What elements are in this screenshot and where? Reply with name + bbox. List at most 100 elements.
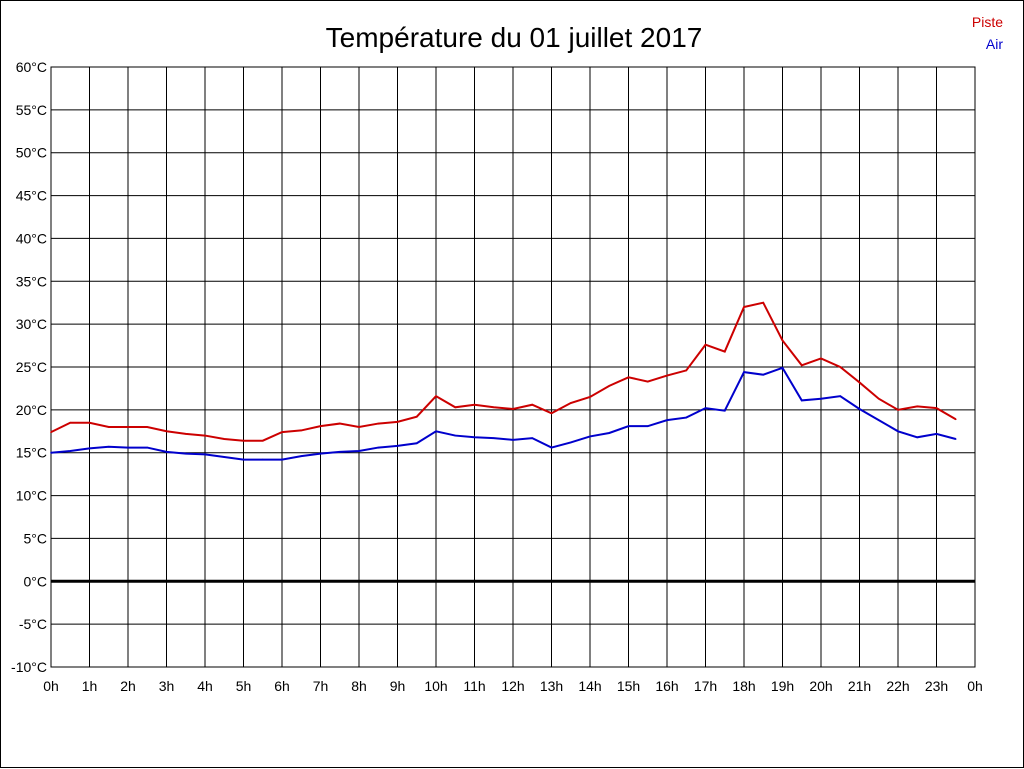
data-point-piste bbox=[743, 306, 745, 308]
data-point-piste bbox=[512, 408, 514, 410]
data-point-air bbox=[550, 446, 553, 449]
data-point-air bbox=[666, 419, 668, 421]
plot-border bbox=[50, 66, 976, 668]
x-tick-label: 8h bbox=[351, 678, 367, 694]
data-point-piste bbox=[473, 403, 476, 406]
data-point-piste bbox=[396, 421, 399, 423]
data-point-air bbox=[935, 433, 938, 435]
chart-title: Température du 01 juillet 2017 bbox=[326, 22, 703, 53]
data-point-piste bbox=[300, 429, 303, 432]
x-tick-label: 10h bbox=[424, 678, 447, 694]
data-point-piste bbox=[820, 357, 822, 360]
x-tick-label: 12h bbox=[501, 678, 524, 694]
x-tick-label: 18h bbox=[732, 678, 755, 694]
x-axis-ticks: 0h 1h 2h 3h 4h 5h 6h 7h 8h 9h 10h 11h 12h 13h 14h 15h 16… bbox=[43, 678, 983, 694]
data-point-air bbox=[569, 441, 572, 444]
data-point-air bbox=[608, 432, 611, 434]
data-point-piste bbox=[165, 430, 168, 433]
y-tick-label: 20°C bbox=[16, 402, 47, 418]
series-line-piste bbox=[50, 301, 957, 442]
data-point-piste bbox=[319, 425, 322, 427]
data-point-air bbox=[492, 437, 495, 439]
y-tick-label: 45°C bbox=[16, 188, 47, 204]
data-point-air bbox=[127, 446, 129, 449]
data-point-air bbox=[512, 439, 514, 441]
data-point-piste bbox=[223, 438, 226, 440]
series-line-air bbox=[50, 366, 957, 461]
y-tick-label: 25°C bbox=[16, 359, 47, 375]
x-tick-label: 2h bbox=[120, 678, 136, 694]
data-point-air bbox=[916, 436, 919, 439]
data-point-air bbox=[435, 430, 437, 433]
x-tick-label: 20h bbox=[809, 678, 832, 694]
data-point-piste bbox=[146, 426, 149, 428]
data-point-air bbox=[204, 453, 206, 456]
data-point-air bbox=[396, 445, 399, 447]
data-point-piste bbox=[781, 339, 784, 342]
data-point-air bbox=[820, 397, 822, 400]
data-point-piste bbox=[550, 412, 553, 415]
data-point-air bbox=[261, 458, 264, 461]
data-point-piste bbox=[666, 374, 668, 377]
x-tick-label: 1h bbox=[82, 678, 98, 694]
data-point-air bbox=[165, 451, 168, 453]
data-point-piste bbox=[800, 364, 803, 367]
data-point-air bbox=[300, 455, 303, 457]
data-point-air bbox=[762, 373, 765, 376]
data-point-piste bbox=[589, 396, 591, 398]
y-tick-label: 15°C bbox=[16, 445, 47, 461]
data-point-air bbox=[646, 425, 649, 427]
data-point-piste bbox=[107, 426, 110, 428]
data-point-air bbox=[88, 447, 91, 450]
data-point-air bbox=[704, 407, 707, 409]
data-point-piste bbox=[261, 439, 264, 442]
data-point-piste bbox=[88, 421, 91, 424]
data-point-piste bbox=[858, 381, 861, 384]
data-point-piste bbox=[897, 409, 899, 411]
data-point-piste bbox=[916, 405, 919, 408]
data-point-air bbox=[473, 436, 476, 439]
x-tick-label: 3h bbox=[159, 678, 175, 694]
data-point-air bbox=[781, 367, 784, 369]
x-tick-label: 14h bbox=[578, 678, 601, 694]
x-tick-label: 11h bbox=[463, 678, 485, 694]
data-point-air bbox=[897, 430, 899, 433]
data-point-air bbox=[877, 419, 880, 421]
data-point-piste bbox=[531, 403, 534, 406]
x-tick-label: 9h bbox=[390, 678, 406, 694]
data-point-piste bbox=[569, 402, 572, 404]
x-tick-label: 21h bbox=[848, 678, 871, 694]
y-tick-label: -5°C bbox=[19, 616, 47, 632]
data-point-piste bbox=[877, 397, 880, 400]
data-point-piste bbox=[839, 366, 842, 368]
data-point-piste bbox=[435, 395, 437, 397]
x-tick-label: 0h bbox=[43, 678, 59, 694]
data-point-piste bbox=[762, 301, 765, 304]
y-tick-label: 0°C bbox=[24, 573, 48, 589]
x-tick-label: 16h bbox=[655, 678, 678, 694]
x-tick-label: 0h bbox=[967, 678, 983, 694]
grid bbox=[50, 66, 976, 668]
x-tick-label: 7h bbox=[313, 678, 329, 694]
y-tick-label: 35°C bbox=[16, 273, 47, 289]
data-point-piste bbox=[242, 439, 245, 442]
x-tick-label: 5h bbox=[236, 678, 252, 694]
data-point-piste bbox=[492, 406, 495, 409]
data-point-air bbox=[242, 458, 245, 461]
y-tick-label: 55°C bbox=[16, 102, 47, 118]
data-point-piste bbox=[127, 426, 129, 428]
data-point-air bbox=[839, 395, 842, 397]
x-tick-label: 6h bbox=[274, 678, 290, 694]
y-tick-label: 50°C bbox=[16, 145, 47, 161]
data-point-air bbox=[281, 458, 283, 461]
legend-entry-piste: Piste bbox=[972, 14, 1003, 30]
data-point-air bbox=[415, 442, 418, 445]
data-point-piste bbox=[723, 350, 726, 353]
data-point-air bbox=[454, 434, 457, 437]
data-point-air bbox=[50, 451, 52, 454]
data-point-air bbox=[800, 399, 803, 402]
data-point-piste bbox=[281, 431, 283, 433]
data-point-air bbox=[223, 456, 226, 458]
